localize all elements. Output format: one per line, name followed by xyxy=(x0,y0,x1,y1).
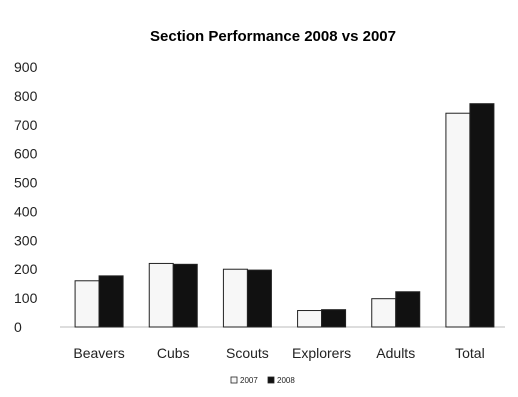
legend-label: 2007 xyxy=(240,376,258,385)
bar-2008-cubs xyxy=(172,263,198,328)
y-tick-label: 0 xyxy=(14,319,22,335)
bar-2008-scouts xyxy=(246,269,272,328)
bar-2008-beavers xyxy=(98,275,124,328)
legend: 2007 2008 xyxy=(230,376,295,385)
chart-title: Section Performance 2008 vs 2007 xyxy=(150,28,396,45)
bar-2007-cubs xyxy=(148,262,174,328)
y-tick-label: 700 xyxy=(14,117,38,133)
y-tick-label: 600 xyxy=(14,146,38,162)
bar-2007-explorers xyxy=(297,310,323,328)
x-tick-label: Beavers xyxy=(73,345,124,361)
bar-2007-adults xyxy=(371,298,397,328)
y-tick-label: 800 xyxy=(14,88,38,104)
y-tick-label: 400 xyxy=(14,203,38,219)
x-tick-label: Cubs xyxy=(157,345,190,361)
bar-2007-beavers xyxy=(74,280,100,328)
y-tick-label: 300 xyxy=(14,232,38,248)
x-tick-label: Adults xyxy=(376,345,415,361)
legend-label: 2008 xyxy=(277,376,295,385)
bar-2007-scouts xyxy=(222,268,248,328)
y-tick-label: 200 xyxy=(14,261,38,277)
axes: 0 100 200 300 400 500 600 700 800 900 Beavers Cubs S… xyxy=(14,59,505,361)
x-tick-label: Explorers xyxy=(292,345,351,361)
bar-2008-adults xyxy=(395,291,421,328)
bar-2008-explorers xyxy=(321,309,347,328)
legend-swatch-2008 xyxy=(267,376,275,384)
y-tick-label: 100 xyxy=(14,290,38,306)
bar-2008-total xyxy=(469,103,495,328)
y-tick-label: 900 xyxy=(14,59,38,75)
legend-swatch-2007 xyxy=(230,376,238,384)
bars xyxy=(74,103,495,328)
y-tick-label: 500 xyxy=(14,175,38,191)
x-tick-label: Scouts xyxy=(226,345,269,361)
bar-2007-total xyxy=(445,112,471,328)
x-tick-label: Total xyxy=(455,345,485,361)
